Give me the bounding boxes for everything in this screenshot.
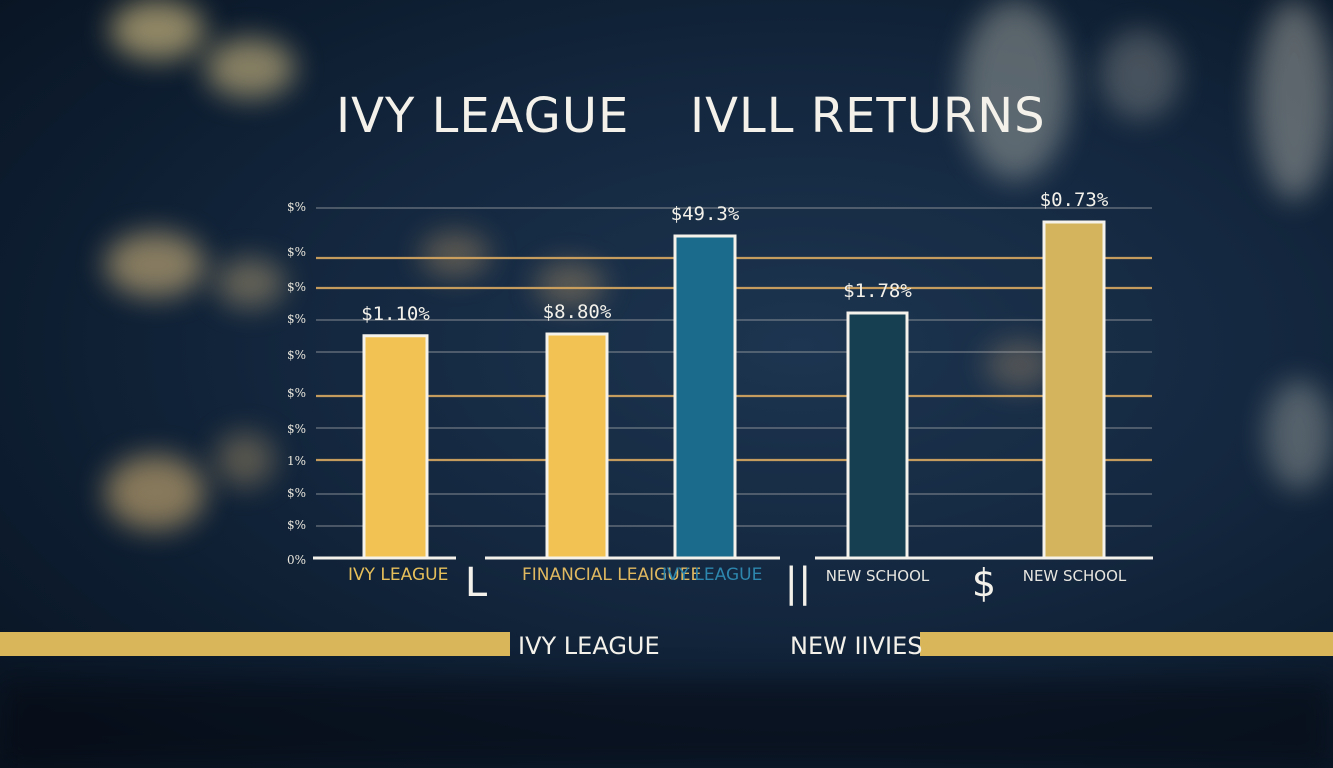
bokeh-light xyxy=(1255,0,1333,200)
bar-data-label: $1.78% xyxy=(843,280,912,302)
y-tick-label: $% xyxy=(286,386,306,400)
bar xyxy=(362,334,429,560)
bar-data-label: $49.3% xyxy=(671,203,740,225)
y-tick-label: $% xyxy=(286,312,306,326)
y-tick-label: $% xyxy=(286,200,306,214)
category-label: FINANCIAL LEAIGUEE xyxy=(522,565,702,585)
bokeh-light xyxy=(1100,30,1180,120)
y-tick-label: $% xyxy=(286,280,306,294)
bar xyxy=(673,234,737,560)
y-tick-label: $% xyxy=(286,422,306,436)
bottom-label-right: NEW IIVIES xyxy=(790,632,923,660)
y-tick-label: $% xyxy=(286,486,306,500)
separator-glyph: L xyxy=(464,560,488,606)
y-tick-label: $% xyxy=(286,518,306,532)
category-label: IVY LEAGUE xyxy=(348,565,449,585)
bar xyxy=(1042,220,1106,560)
bar xyxy=(846,311,909,560)
bokeh-light xyxy=(110,0,205,60)
separator-glyph: || xyxy=(784,560,812,606)
bar-data-label: $8.80% xyxy=(543,301,612,323)
bokeh-light xyxy=(105,455,205,530)
bar-data-label: $0.73% xyxy=(1040,189,1109,211)
gold-band-right xyxy=(920,632,1333,656)
y-tick-label: 0% xyxy=(286,553,306,567)
bokeh-light xyxy=(420,232,490,277)
floor-shadow xyxy=(0,680,1333,768)
y-tick-label: $% xyxy=(286,245,306,259)
gold-band-left xyxy=(0,632,510,656)
category-label: IVY LEAGUE xyxy=(662,565,763,585)
y-tick-label: 1% xyxy=(286,454,306,468)
chart-title-left: IVY LEAGUE xyxy=(336,88,630,144)
y-tick-label: $% xyxy=(286,348,306,362)
bokeh-light xyxy=(535,262,605,307)
bokeh-light xyxy=(960,0,1070,180)
bokeh-light xyxy=(215,258,285,308)
bokeh-light xyxy=(105,232,205,297)
bokeh-light xyxy=(215,432,275,487)
category-label: NEW SCHOOL xyxy=(825,567,930,585)
chart-title-right: IVLL RETURNS xyxy=(690,88,1046,144)
bokeh-light xyxy=(1265,380,1333,490)
bokeh-light xyxy=(205,38,295,98)
separator-glyph: $ xyxy=(971,561,997,605)
bar xyxy=(545,332,609,560)
category-label: NEW SCHOOL xyxy=(1022,567,1127,585)
bottom-label-left: IVY LEAGUE xyxy=(518,632,660,660)
bar-data-label: $1.10% xyxy=(361,303,430,325)
